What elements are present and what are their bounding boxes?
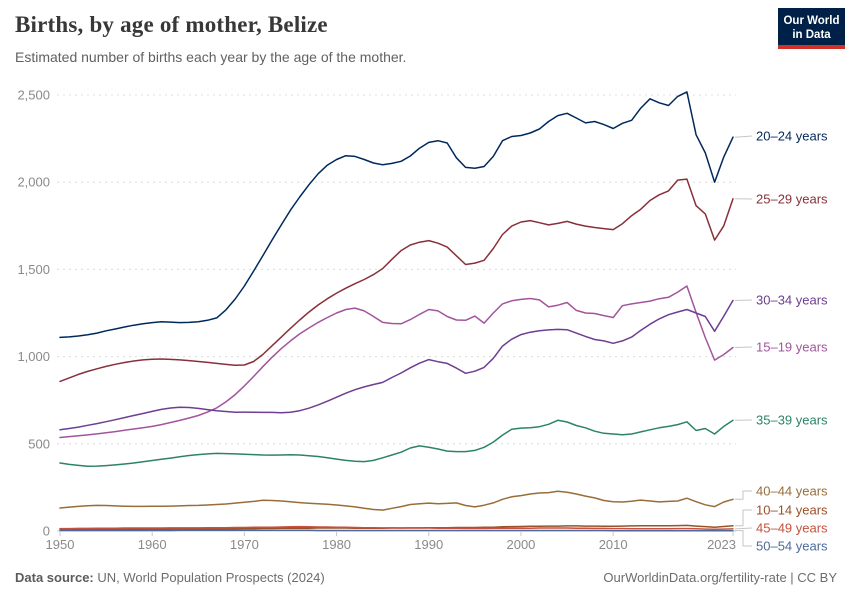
legend-label-35-39[interactable]: 35–39 years [756, 413, 828, 428]
y-axis-tick-label: 1,500 [17, 262, 50, 277]
legend-label-50-54[interactable]: 50–54 years [756, 539, 828, 554]
legend-connector-50-54 [735, 530, 752, 547]
legend-connector-45-49 [734, 527, 753, 530]
legend-connector-15-19 [734, 346, 753, 349]
x-axis-tick-label: 2000 [506, 537, 535, 552]
legend-connector-20-24 [734, 135, 753, 138]
x-axis-tick-label: 1980 [322, 537, 351, 552]
legend-label-25-29[interactable]: 25–29 years [756, 192, 828, 207]
legend-label-40-44[interactable]: 40–44 years [756, 484, 828, 499]
line-series-40-44[interactable] [59, 490, 734, 511]
legend-label-45-49[interactable]: 45–49 years [756, 521, 828, 536]
data-source-text: UN, World Population Prospects (2024) [97, 570, 325, 585]
owid-logo-line1: Our World [783, 15, 840, 27]
legend-label-15-19[interactable]: 15–19 years [756, 340, 828, 355]
line-series-15-19[interactable] [59, 285, 734, 439]
legend-label-20-24[interactable]: 20–24 years [756, 129, 828, 144]
y-axis-tick-label: 0 [43, 524, 50, 539]
x-axis-tick-label: 1960 [138, 537, 167, 552]
legend-connector-10-14 [735, 509, 752, 527]
owid-logo-line2: in Data [792, 29, 831, 41]
footer-link[interactable]: OurWorldinData.org/fertility-rate | CC B… [603, 570, 837, 585]
x-axis-tick-label: 1990 [414, 537, 443, 552]
y-axis-tick-label: 2,500 [17, 88, 50, 103]
y-axis-tick-label: 2,000 [17, 175, 50, 190]
data-source-label: Data source: [15, 570, 94, 585]
x-axis-tick-label: 2010 [599, 537, 628, 552]
line-series-20-24[interactable] [59, 91, 734, 339]
chart-subtitle: Estimated number of births each year by … [15, 49, 407, 65]
owid-logo[interactable]: Our World in Data [778, 8, 845, 49]
line-series-45-49[interactable] [59, 525, 734, 531]
legend-connector-40-44 [735, 490, 752, 500]
x-axis-tick-label: 1970 [230, 537, 259, 552]
y-axis-tick-label: 1,000 [17, 349, 50, 364]
data-source: Data source: UN, World Population Prospe… [15, 570, 325, 585]
page-title: Births, by age of mother, Belize [15, 12, 328, 37]
line-series-35-39[interactable] [59, 419, 734, 468]
line-series-30-34[interactable] [59, 299, 734, 431]
y-axis-tick-label: 500 [28, 436, 50, 451]
x-axis-tick-label: 2023 [707, 537, 736, 552]
line-series-25-29[interactable] [59, 178, 734, 383]
legend-label-10-14[interactable]: 10–14 years [756, 503, 828, 518]
legend-label-30-34[interactable]: 30–34 years [756, 293, 828, 308]
x-axis-tick-label: 1950 [46, 537, 75, 552]
